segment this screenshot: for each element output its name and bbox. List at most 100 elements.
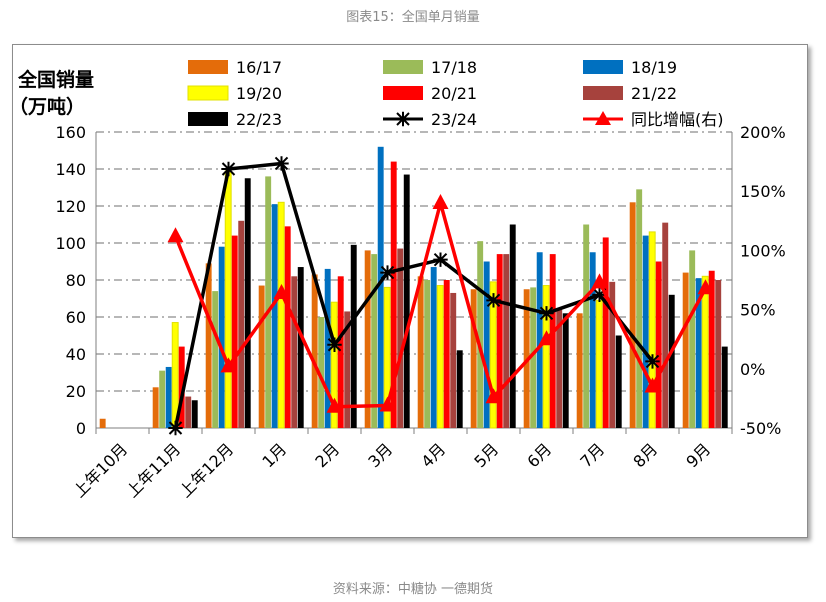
y-tick-label: 120	[55, 197, 86, 216]
y2-tick-label: -50%	[740, 419, 781, 438]
star-marker	[433, 252, 448, 267]
bar	[629, 202, 636, 428]
x-tick-label: 8月	[629, 439, 661, 471]
bar	[536, 252, 543, 428]
triangle-marker	[379, 396, 396, 412]
bar	[609, 281, 616, 428]
bar	[689, 250, 696, 428]
y2-tick-label: 150%	[740, 182, 786, 201]
bar	[311, 274, 318, 428]
bar	[277, 201, 285, 429]
legend-label: 21/22	[631, 84, 677, 103]
bar	[549, 254, 556, 428]
figure-caption: 图表15：全国单月销量	[346, 10, 480, 25]
bar	[556, 309, 563, 428]
bar	[602, 237, 609, 428]
star-marker	[592, 287, 607, 302]
legend-swatch	[583, 60, 623, 74]
star-marker	[645, 354, 660, 369]
bar	[708, 270, 715, 428]
bar	[655, 261, 662, 428]
y-tick-label: 40	[66, 345, 86, 364]
bar	[318, 317, 325, 428]
legend-swatch	[583, 86, 623, 100]
star-marker	[380, 265, 395, 280]
star-marker	[327, 337, 342, 352]
combo-chart: 0 20 40 60 80 100 120 140 160 -50% 0% 50% 100% 150% 20…	[13, 58, 786, 501]
bar	[178, 346, 185, 428]
bar	[337, 276, 344, 428]
legend-swatch	[188, 112, 228, 126]
x-tick-label: 1月	[258, 439, 290, 471]
legend-label: 22/23	[236, 110, 282, 129]
legend-label: 同比增幅(右)	[631, 110, 724, 129]
bar	[576, 313, 583, 428]
legend-label: 17/18	[431, 58, 477, 77]
x-tick-label: 6月	[523, 439, 555, 471]
triangle-marker	[644, 377, 661, 393]
bar	[668, 294, 675, 428]
bar	[284, 226, 291, 428]
legend-label: 20/21	[431, 84, 477, 103]
bar	[589, 252, 596, 428]
legend-label: 18/19	[631, 58, 677, 77]
bar	[185, 396, 192, 428]
bar	[542, 285, 550, 429]
bar	[390, 161, 397, 428]
bar	[165, 366, 172, 428]
bar	[152, 387, 159, 428]
y-tick-label: 160	[55, 123, 86, 142]
triangle-marker	[167, 227, 184, 243]
y-tick-label: 20	[66, 382, 86, 401]
y-tick-label: 80	[66, 271, 86, 290]
x-tick-label: 3月	[364, 439, 396, 471]
bar	[477, 241, 484, 428]
source-caption: 资料来源：中糖协 一德期货	[332, 582, 494, 597]
triangle-marker	[273, 284, 290, 300]
y-axis-title: 全国销量	[17, 68, 94, 91]
bar	[324, 268, 331, 428]
bar	[231, 235, 238, 428]
bar	[436, 285, 444, 429]
y-axis-unit: （万吨）	[13, 95, 85, 118]
bar	[397, 248, 404, 428]
bar	[350, 244, 357, 428]
x-tick-label: 4月	[417, 439, 449, 471]
y2-tick-label: 100%	[740, 241, 786, 260]
bar	[218, 246, 225, 428]
bar	[244, 178, 251, 428]
bar	[450, 292, 457, 428]
legend-label: 23/24	[431, 110, 477, 129]
bar	[424, 280, 431, 428]
bar	[715, 280, 722, 428]
legend-swatch	[383, 60, 423, 74]
x-tick-label: 上年12月	[176, 439, 238, 501]
bar	[364, 250, 371, 428]
bar	[238, 220, 245, 428]
x-tick-label: 9月	[682, 439, 714, 471]
y-tick-label: 0	[76, 419, 86, 438]
bar	[662, 222, 669, 428]
bar	[503, 254, 510, 428]
y2-tick-label: 0%	[740, 360, 765, 379]
triangle-marker	[485, 388, 502, 404]
bar	[271, 204, 278, 428]
bar	[496, 254, 503, 428]
legend-label: 19/20	[236, 84, 282, 103]
bar	[403, 174, 410, 428]
bar	[297, 267, 304, 428]
bar	[695, 278, 702, 428]
triangle-marker	[432, 194, 449, 210]
bar	[371, 254, 378, 428]
bar	[483, 261, 490, 428]
bar	[383, 286, 391, 429]
star-marker	[486, 293, 501, 308]
bar	[456, 350, 463, 428]
bar	[99, 418, 106, 428]
x-tick-label: 5月	[470, 439, 502, 471]
x-tick-label: 2月	[311, 439, 343, 471]
y-tick-label: 60	[66, 308, 86, 327]
legend-star	[396, 111, 410, 127]
y-tick-label: 140	[55, 160, 86, 179]
bar	[417, 276, 424, 428]
